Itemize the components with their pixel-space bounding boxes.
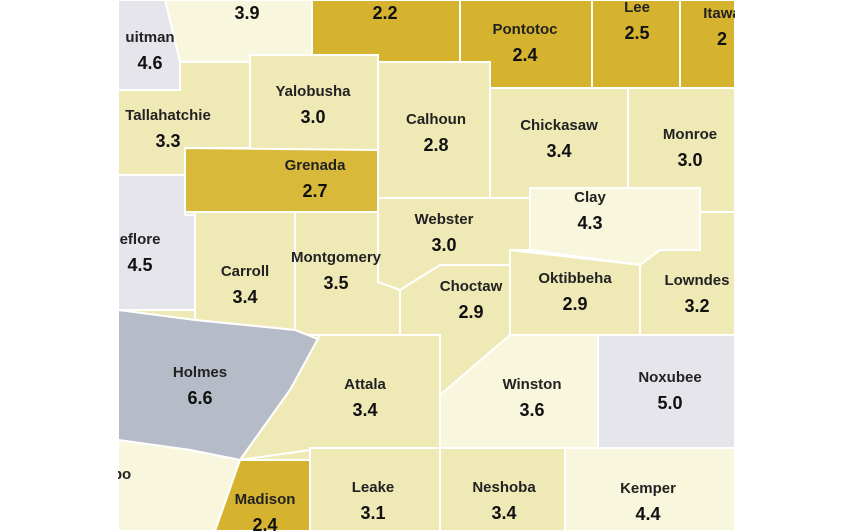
county-name: Calhoun	[406, 111, 466, 128]
county-name: Kemper	[620, 480, 676, 497]
county	[564, 447, 735, 531]
county-value: 4.3	[577, 213, 602, 233]
county-value: 2.2	[372, 3, 397, 23]
county-name: Lee	[624, 0, 650, 16]
county-name: Yalobusha	[275, 83, 351, 100]
county-name: Monroe	[663, 126, 717, 143]
county-name: Noxubee	[638, 369, 701, 386]
county-name: Neshoba	[472, 479, 536, 496]
county-name: Clay	[574, 189, 606, 206]
county-value: 4.4	[635, 504, 660, 524]
county-name: bo	[113, 466, 131, 483]
county-value: 5.0	[657, 393, 682, 413]
county-value: 3.0	[677, 150, 702, 170]
county-name: Chickasaw	[520, 117, 598, 134]
county-name: Madison	[235, 491, 296, 508]
county-value: 3.2	[684, 296, 709, 316]
county-value: 3.3	[155, 131, 180, 151]
county-name: Oktibbeha	[538, 270, 612, 287]
county-value: 3.0	[300, 107, 325, 127]
county-value: 4.5	[127, 255, 152, 275]
county	[627, 87, 735, 213]
county-name: Lowndes	[664, 272, 729, 289]
county-name: Webster	[415, 211, 474, 228]
county	[309, 447, 441, 531]
county	[597, 334, 735, 449]
county-value: 2.9	[562, 294, 587, 314]
county-value: 3.1	[360, 503, 385, 523]
county-name: eflore	[120, 231, 161, 248]
county	[509, 248, 641, 336]
county-name: Carroll	[221, 263, 269, 280]
county-shapes	[118, 0, 735, 531]
county	[679, 0, 735, 89]
county-value: 3.4	[352, 400, 377, 420]
county	[213, 459, 311, 531]
county	[377, 61, 491, 199]
county-value: 3.4	[491, 503, 516, 523]
county	[439, 447, 566, 531]
county-value: 2.7	[302, 181, 327, 201]
county-value: 3.9	[234, 3, 259, 23]
county	[249, 54, 379, 151]
county-name: uitman	[125, 29, 174, 46]
county-value: 3.0	[431, 235, 456, 255]
county-name: Tallahatchie	[125, 107, 211, 124]
county	[184, 146, 379, 213]
county-name: Choctaw	[440, 278, 503, 295]
county-name: Itawa	[703, 5, 741, 22]
county-value: 2.8	[423, 135, 448, 155]
county-value: 3.4	[232, 287, 257, 307]
county-value: 2.9	[458, 302, 483, 322]
county-name: Winston	[502, 376, 561, 393]
county-value: 6.6	[187, 388, 212, 408]
county-value: 3.4	[546, 141, 571, 161]
county-value: 3.5	[323, 273, 348, 293]
county-value: 2.4	[252, 515, 277, 531]
county-name: Grenada	[285, 157, 347, 174]
county-name: Pontotoc	[493, 21, 558, 38]
county-value: 2.5	[624, 23, 649, 43]
county-name: Leake	[352, 479, 395, 496]
county-name: Holmes	[173, 364, 227, 381]
county-name: Attala	[344, 376, 386, 393]
county-value: 4.6	[137, 53, 162, 73]
county-name: Montgomery	[291, 249, 382, 266]
county-labels: 3.9 2.2 Pontotoc 2.4 Lee 2.5 Itawa 2 uitman 4.6 Ya…	[113, 0, 741, 531]
county-value: 3.6	[519, 400, 544, 420]
county-value: 2	[717, 29, 727, 49]
county-value: 2.4	[512, 45, 537, 65]
